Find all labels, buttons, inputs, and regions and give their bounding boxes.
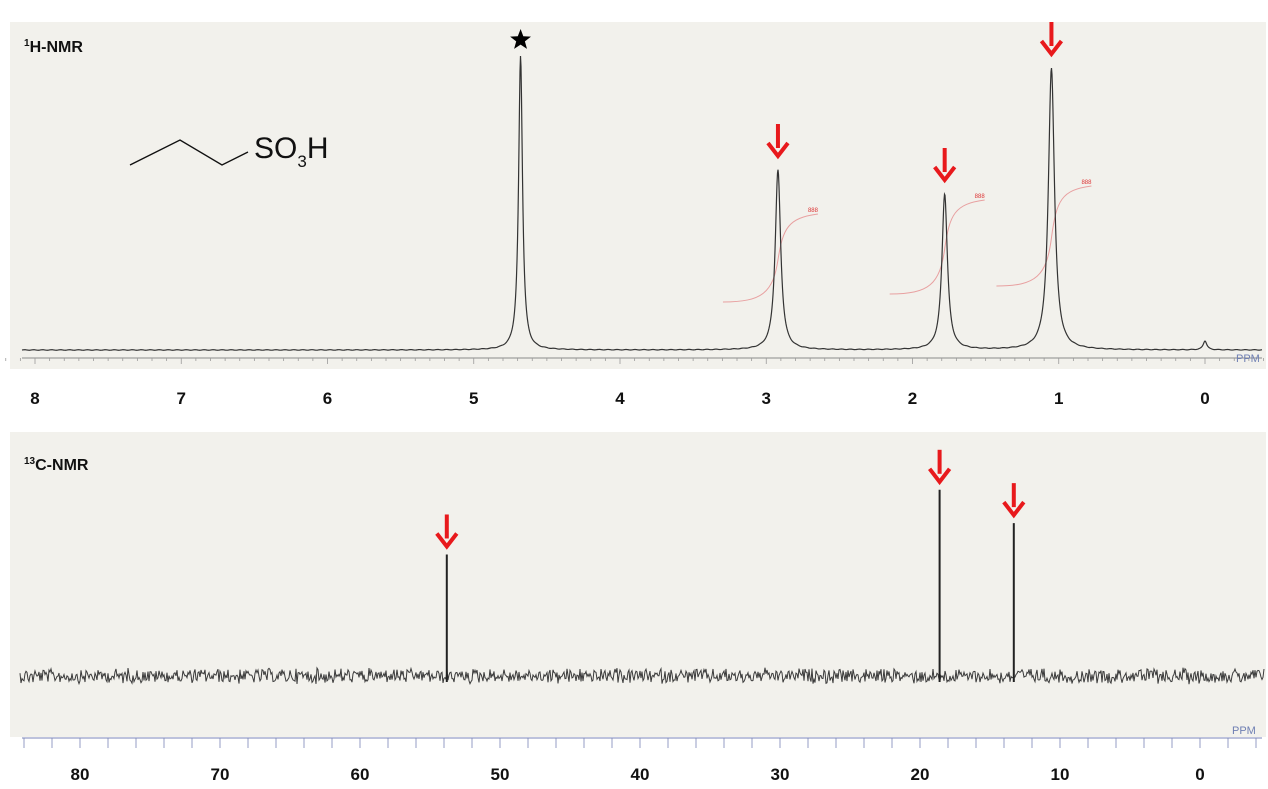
c-nmr-panel: 13C-NMR PPM	[10, 432, 1266, 748]
h-nmr-integral-label: 888	[808, 208, 819, 214]
c-nmr-peak-markers	[435, 449, 1026, 550]
h-nmr-peak-markers	[510, 22, 1064, 184]
h-nmr-tick-label: 5	[469, 389, 478, 408]
h-nmr-minor-ticks	[5, 358, 1264, 364]
h-nmr-tick-labels: 8 7 6 5 4 3 2 1 0	[30, 389, 1209, 408]
h-nmr-title-sup: 1	[24, 38, 30, 49]
h-nmr-tick-label: 0	[1200, 389, 1209, 408]
molecule-formula: SO3H	[254, 132, 329, 171]
c-nmr-tick-label: 40	[631, 765, 650, 784]
c-nmr-tick-label: 80	[71, 765, 90, 784]
c-nmr-peaks	[445, 489, 1015, 682]
c-nmr-noise-baseline	[19, 666, 1265, 686]
propyl-chain-icon	[129, 139, 249, 166]
h-nmr-integrals: 888 888 888	[722, 180, 1092, 303]
h-nmr-integral-label: 888	[1081, 180, 1092, 186]
h-nmr-tick-label: 8	[30, 389, 39, 408]
c-nmr-minor-ticks	[23, 738, 1257, 748]
molecule-formula-sub: 3	[297, 152, 306, 171]
h-nmr-integral-curve	[722, 213, 819, 303]
c-nmr-tick-label: 30	[771, 765, 790, 784]
arrow-down-icon	[933, 148, 957, 184]
molecule-formula-tail: H	[307, 132, 329, 165]
molecule-formula-main: SO	[254, 132, 297, 165]
arrow-down-icon	[766, 124, 790, 160]
h-nmr-tick-label: 6	[323, 389, 332, 408]
c-nmr-tick-label: 20	[911, 765, 930, 784]
h-nmr-unit-label: PPM	[1236, 353, 1260, 365]
c-nmr-tick-label: 10	[1051, 765, 1070, 784]
c-nmr-tick-label: 0	[1195, 765, 1204, 784]
c-nmr-tick-label: 50	[491, 765, 510, 784]
h-nmr-tick-label: 4	[615, 389, 625, 408]
h-nmr-integral-label: 888	[975, 194, 986, 200]
arrow-down-icon	[1002, 483, 1026, 519]
arrow-down-icon	[928, 449, 952, 486]
c-nmr-tick-labels: 80 70 60 50 40 30 20 10 0	[71, 765, 1205, 784]
c-nmr-title-sup: 13	[24, 456, 36, 467]
c-nmr-title: 13C-NMR	[24, 456, 89, 474]
h-nmr-tick-label: 7	[177, 389, 186, 408]
h-nmr-panel: 1H-NMR SO3H PPM 888 888 888	[5, 22, 1266, 369]
molecule-structure: SO3H	[129, 132, 329, 171]
h-nmr-tick-label: 1	[1054, 389, 1063, 408]
h-nmr-title: 1H-NMR	[24, 38, 83, 56]
h-nmr-title-main: H-NMR	[30, 39, 84, 56]
star-icon	[510, 29, 531, 49]
h-nmr-panel-background	[10, 22, 1266, 369]
h-nmr-spectrum-line	[21, 56, 1263, 351]
h-nmr-tick-label: 3	[762, 389, 771, 408]
h-nmr-integral-curve	[996, 185, 1092, 287]
arrow-down-icon	[435, 514, 459, 550]
c-nmr-title-main: C-NMR	[35, 457, 89, 474]
c-nmr-panel-background	[10, 432, 1266, 737]
arrow-down-icon	[1039, 22, 1064, 58]
c-nmr-tick-label: 60	[351, 765, 370, 784]
h-nmr-integral-curve	[889, 199, 985, 295]
c-nmr-tick-label: 70	[211, 765, 230, 784]
h-nmr-tick-label: 2	[908, 389, 917, 408]
c-nmr-unit-label: PPM	[1232, 725, 1256, 737]
